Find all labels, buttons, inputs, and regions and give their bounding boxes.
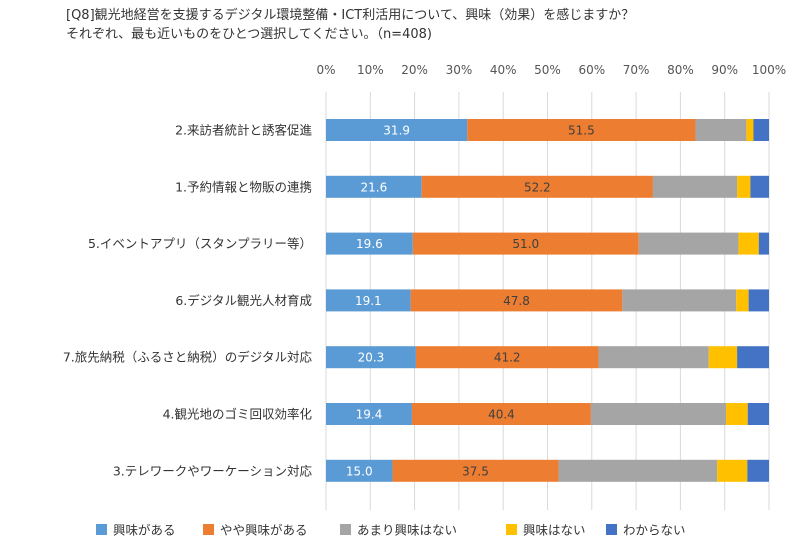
data-label: 31.9: [383, 124, 410, 138]
bar-segment: [412, 232, 639, 255]
legend-swatch: [340, 524, 351, 535]
data-label: 19.4: [356, 408, 383, 422]
chart-header: [Q8]観光地経営を支援するデジタル環境整備・ICT利活用について、興味（効果）…: [66, 6, 786, 44]
bar-segment: [750, 175, 769, 198]
legend-label: 興味はない: [523, 523, 586, 538]
x-axis-tick-labels: 0% 10% 20% 30% 40% 50% 60% 70% 80% 90% 100%: [316, 63, 786, 77]
bar-segment: [421, 175, 653, 198]
bar-segment: [415, 346, 599, 369]
data-label: 19.6: [356, 237, 383, 251]
bar-segment: [738, 232, 759, 255]
bar-segment: [326, 346, 416, 369]
legend-swatch: [606, 524, 617, 535]
bar-segment: [747, 459, 769, 482]
bar-segment: [695, 119, 747, 141]
category-label: 6.デジタル観光人材育成: [175, 293, 312, 308]
data-label: 51.5: [568, 124, 595, 138]
bar-segment: [726, 403, 748, 425]
x-tick-label: 30%: [446, 63, 473, 77]
legend-swatch: [506, 524, 517, 535]
bar-segment: [737, 346, 769, 369]
data-label: 20.3: [358, 351, 385, 365]
bar-segment: [590, 403, 727, 425]
data-label: 51.0: [512, 237, 539, 251]
x-tick-label: 50%: [534, 63, 561, 77]
category-labels: 2.来訪者統計と誘客促進 1.予約情報と物販の連携 5.イベントアプリ（スタンプラリ…: [63, 123, 313, 479]
bar-segment: [326, 175, 422, 198]
bar-segment: [326, 289, 411, 312]
question-line-2: それぞれ、最も近いものをひとつ選択してください。（n=408): [66, 27, 432, 42]
data-label: 15.0: [346, 464, 373, 478]
bar-segment: [326, 119, 468, 141]
category-label: 5.イベントアプリ（スタンプラリー等）: [88, 236, 312, 251]
data-label: 19.1: [355, 294, 382, 308]
legend-swatch: [96, 524, 107, 535]
bar-segment: [758, 232, 769, 255]
category-label: 4.観光地のゴミ回収効率化: [163, 407, 313, 422]
bar-segment: [326, 232, 413, 255]
bar-segment: [717, 459, 748, 482]
x-tick-label: 70%: [623, 63, 650, 77]
legend-swatch: [203, 524, 214, 535]
category-label: 1.予約情報と物販の連携: [175, 179, 312, 194]
category-label: 2.来訪者統計と誘客促進: [175, 123, 312, 138]
bar-segment: [558, 459, 718, 482]
bars: [326, 119, 769, 482]
bar-segment: [746, 119, 754, 141]
data-label: 40.4: [488, 408, 515, 422]
bar-segment: [411, 403, 591, 425]
legend-label: あまり興味はない: [357, 523, 457, 538]
bar-segment: [467, 119, 696, 141]
bar-segment: [622, 289, 737, 312]
bar-segment: [748, 289, 769, 312]
x-tick-label: 0%: [316, 63, 335, 77]
x-tick-label: 40%: [490, 63, 517, 77]
legend-label: やや興味がある: [220, 523, 308, 538]
bar-segment: [638, 232, 739, 255]
bar-segment: [326, 403, 412, 425]
bar-segment: [753, 119, 769, 141]
data-label: 37.5: [462, 464, 489, 478]
bar-segment: [747, 403, 769, 425]
x-tick-label: 90%: [711, 63, 738, 77]
x-tick-label: 60%: [578, 63, 605, 77]
data-label: 41.2: [494, 351, 521, 365]
data-label: 21.6: [360, 180, 387, 194]
bar-segment: [736, 289, 749, 312]
bar-segment: [326, 459, 393, 482]
data-label: 47.8: [503, 294, 530, 308]
legend-label: 興味がある: [113, 523, 176, 538]
x-tick-label: 100%: [752, 63, 786, 77]
bar-segment: [708, 346, 738, 369]
category-label: 3.テレワークやワーケーション対応: [113, 463, 313, 478]
bar-segment: [652, 175, 738, 198]
legend: 興味がある やや興味がある あまり興味はない 興味はない わからない: [96, 523, 686, 538]
bar-segment: [392, 459, 559, 482]
data-labels: 31.9 51.5 21.6 52.2 19.6 51.0 19.1 47.8 20.3 41.2…: [346, 124, 595, 479]
category-label: 7.旅先納税（ふるさと納税）のデジタル対応: [63, 350, 313, 365]
x-tick-label: 10%: [357, 63, 384, 77]
bar-segment: [598, 346, 709, 369]
x-tick-label: 80%: [667, 63, 694, 77]
data-label: 52.2: [524, 180, 551, 194]
question-line-1: [Q8]観光地経営を支援するデジタル環境整備・ICT利活用について、興味（効果）…: [66, 8, 635, 23]
bar-segment: [410, 289, 623, 312]
legend-label: わからない: [623, 523, 686, 538]
bar-segment: [737, 175, 751, 198]
x-tick-label: 20%: [401, 63, 428, 77]
